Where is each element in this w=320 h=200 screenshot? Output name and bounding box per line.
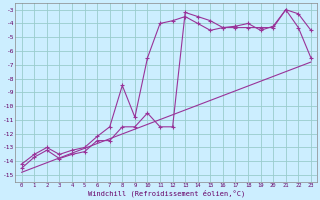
X-axis label: Windchill (Refroidissement éolien,°C): Windchill (Refroidissement éolien,°C) <box>88 190 245 197</box>
